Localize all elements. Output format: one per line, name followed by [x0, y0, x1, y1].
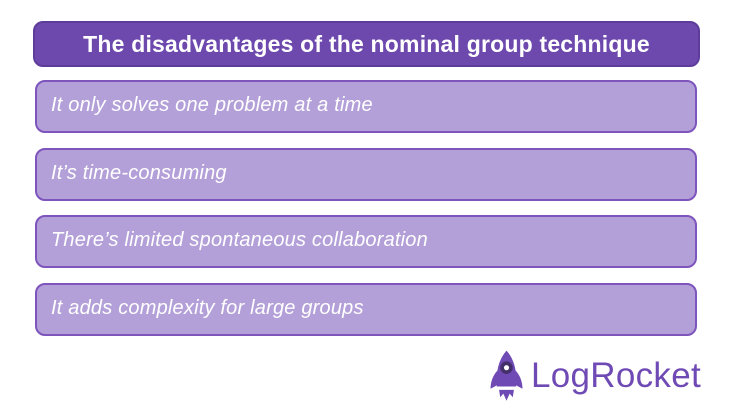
list-item-text: It only solves one problem at a time: [51, 94, 373, 116]
list-item-text: It adds complexity for large groups: [51, 297, 364, 319]
list-item-text: There’s limited spontaneous collaboratio…: [51, 229, 428, 251]
list-item-text: It’s time-consuming: [51, 162, 227, 184]
list-item: It adds complexity for large groups: [35, 283, 697, 336]
list-item: It’s time-consuming: [35, 148, 697, 201]
slide-title: The disadvantages of the nominal group t…: [83, 30, 650, 57]
list-item: There’s limited spontaneous collaboratio…: [35, 215, 697, 268]
logrocket-wordmark: LogRocket: [530, 355, 701, 395]
rocket-icon: [490, 350, 523, 401]
list-item: It only solves one problem at a time: [35, 80, 697, 133]
logrocket-logo: LogRocket: [489, 349, 701, 407]
title-banner: The disadvantages of the nominal group t…: [33, 21, 700, 67]
